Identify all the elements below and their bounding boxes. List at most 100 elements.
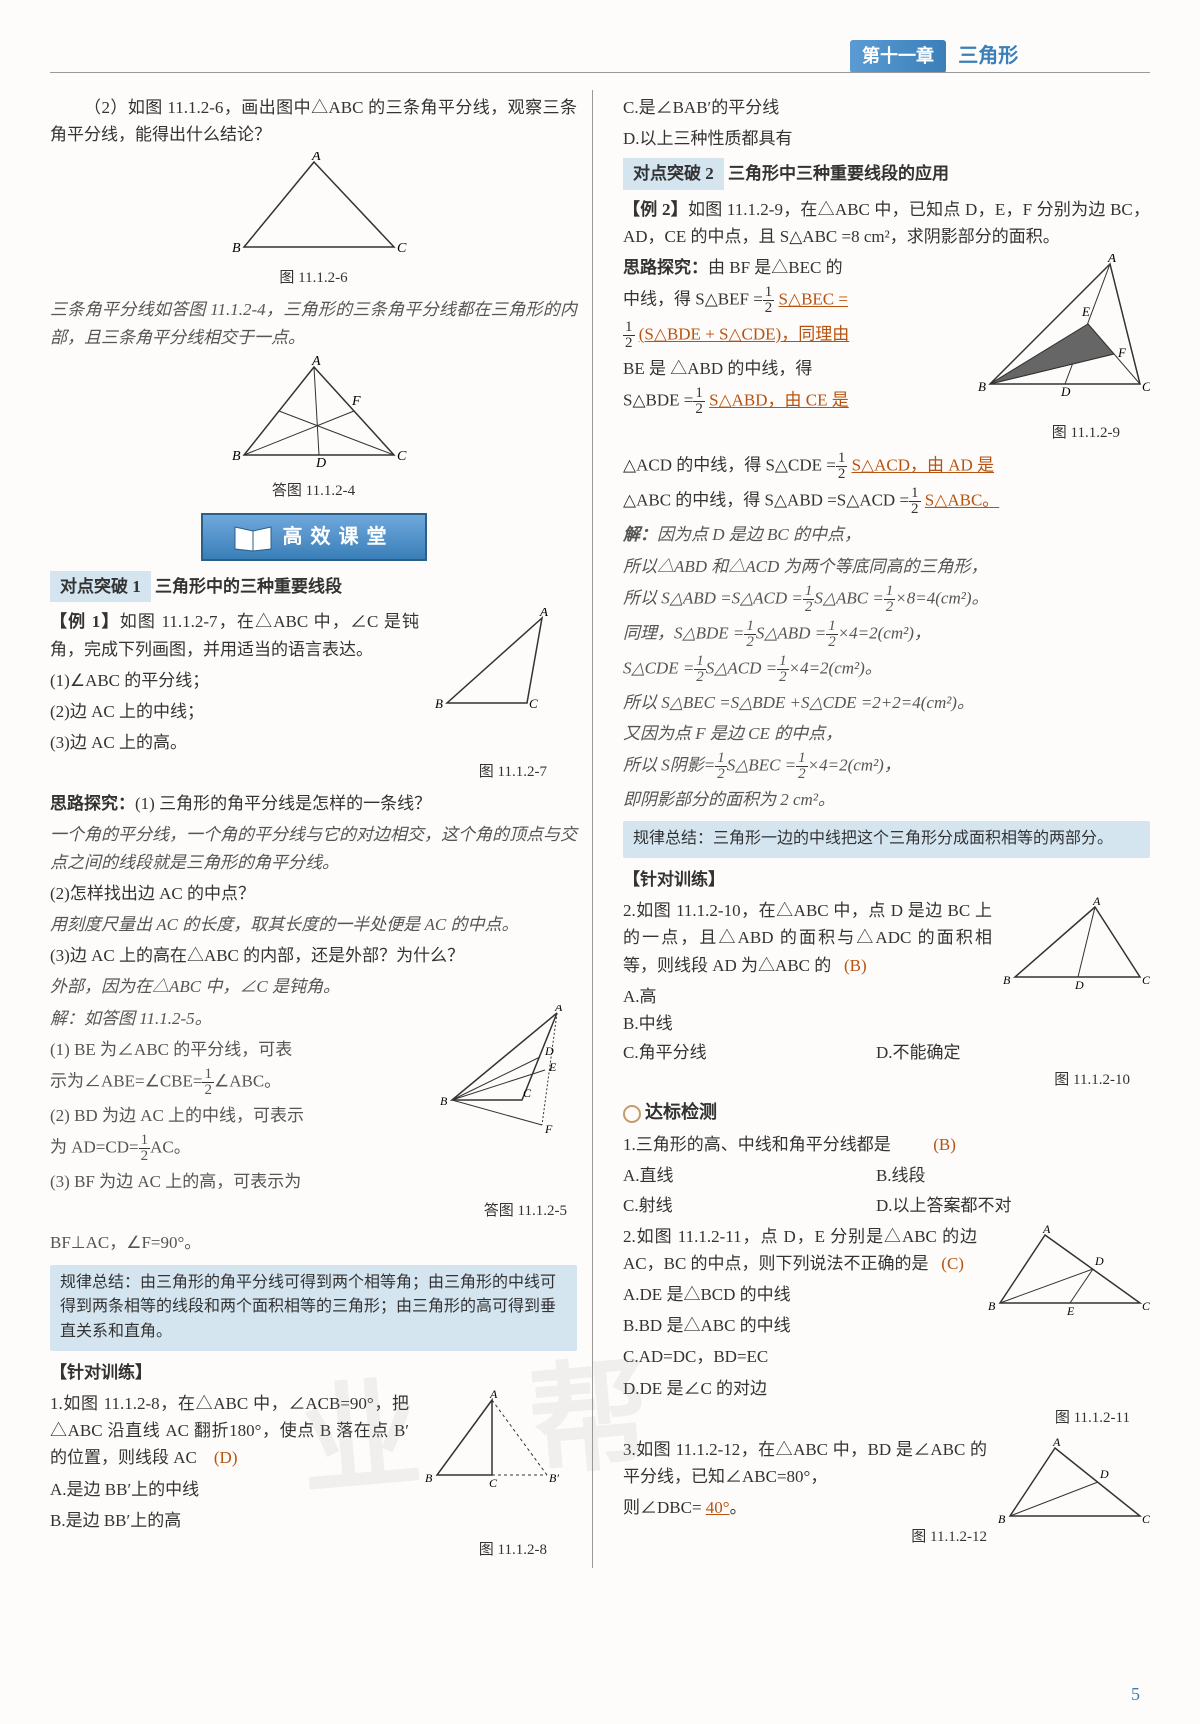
svg-text:C: C <box>1142 973 1150 987</box>
break2: 对点突破 2 三角形中三种重要线段的应用 <box>623 158 1150 189</box>
svg-text:A: A <box>554 1005 563 1014</box>
break1-label: 对点突破 1 <box>50 571 151 602</box>
svg-text:A: A <box>539 608 548 619</box>
ex2-sol-8: 所以 S阴影=12S△BEC =12×4=2(cm²)， <box>623 751 1150 782</box>
svg-text:B: B <box>232 449 241 464</box>
svg-text:D: D <box>1060 384 1071 399</box>
svg-text:C: C <box>397 449 407 464</box>
ex2-sol-2: 所以△ABD 和△ACD 为两个等底同高的三角形， <box>623 553 1150 580</box>
top-c: C.是∠BAB′的平分线 <box>623 94 1150 121</box>
svg-text:A: A <box>311 355 321 369</box>
ex2-sol-3: 所以 S△ABD =S△ACD =12S△ABC =12×8=4(cm²)。 <box>623 584 1150 615</box>
right-column: C.是∠BAB′的平分线 D.以上三种性质都具有 对点突破 2 三角形中三种重要… <box>613 90 1150 1568</box>
svg-text:D: D <box>1074 978 1084 992</box>
q1: 1.三角形的高、中线和角平分线都是 (B) <box>623 1131 1150 1158</box>
triangle-fig-8: A B C D E <box>985 1223 1150 1318</box>
svg-text:A: A <box>1107 254 1116 265</box>
train2-choices-cd: C.角平分线D.不能确定 <box>623 1039 1150 1066</box>
svg-text:F: F <box>544 1122 553 1136</box>
rule1-box: 规律总结：由三角形的角平分线可得到两个相等角；由三角形的中线可得到两条相等的线段… <box>50 1265 577 1351</box>
ex2-sol-6: 所以 S△BEC =S△BDE +S△CDE =2+2=4(cm²)。 <box>623 689 1150 716</box>
ex2-think-6: △ACD 的中线，得 S△CDE =12 S△ACD，由 AD 是 <box>623 451 1150 482</box>
fig4-caption: 答图 11.1.2-5 <box>50 1199 567 1223</box>
book-icon <box>233 523 273 553</box>
triangle-fig-7: A B C D <box>1000 897 1150 992</box>
page-number: 5 <box>1131 1680 1140 1709</box>
svg-text:F: F <box>351 394 361 409</box>
train1-b: B.是边 BB′上的高 <box>50 1507 577 1534</box>
triangle-fig-2: A B C D F <box>204 355 424 475</box>
fig5-caption: 图 11.1.2-8 <box>50 1538 547 1562</box>
svg-text:E: E <box>1066 1304 1075 1318</box>
left-column: （2）如图 11.1.2-6，画出图中△ABC 的三条角平分线，观察三条角平分线… <box>50 90 593 1568</box>
svg-text:E: E <box>548 1060 557 1074</box>
rule2-box: 规律总结：三角形一边的中线把这个三角形分成面积相等的两部分。 <box>623 821 1150 858</box>
svg-text:B: B <box>232 241 241 256</box>
svg-text:B: B <box>435 696 443 711</box>
svg-text:A: A <box>1092 897 1101 908</box>
ex2: 【例 2】如图 11.1.2-9，在△ABC 中，已知点 D，E，F 分别为边 … <box>623 196 1150 250</box>
svg-text:B: B <box>978 379 986 394</box>
svg-text:D: D <box>315 456 326 471</box>
train2-label: 【针对训练】 <box>623 866 1150 893</box>
svg-text:A: A <box>311 152 321 164</box>
svg-text:C: C <box>523 1086 532 1100</box>
fig7-caption: 图 11.1.2-10 <box>623 1068 1130 1092</box>
break2-title: 三角形中三种重要线段的应用 <box>728 164 949 183</box>
banner-text: 高效课堂 <box>201 513 427 561</box>
svg-text:C: C <box>489 1476 498 1490</box>
ex1-think-3: (3)边 AC 上的高在△ABC 的内部，还是外部？为什么？ <box>50 942 577 969</box>
ex2-sol-5: S△CDE =12S△ACD =12×4=2(cm²)。 <box>623 654 1150 685</box>
break1: 对点突破 1 三角形中的三种重要线段 <box>50 571 577 602</box>
triangle-fig-3: A B C <box>427 608 577 718</box>
ex1-sol-3: (3) BF 为边 AC 上的高，可表示为 <box>50 1168 577 1195</box>
svg-text:A: A <box>489 1390 498 1401</box>
triangle-fig-4: A B C D E F <box>437 1005 577 1140</box>
q1-cd: C.射线D.以上答案都不对 <box>623 1192 1150 1219</box>
ex1-think-1a: 一个角的平分线，一个角的平分线与它的对边相交，这个角的顶点与交点之间的线段就是三… <box>50 821 577 875</box>
ex1-3: (3)边 AC 上的高。 <box>50 729 577 756</box>
svg-text:B: B <box>425 1471 433 1485</box>
chapter-badge: 第十一章 <box>850 40 946 73</box>
fig2-caption: 答图 11.1.2-4 <box>50 479 577 503</box>
svg-text:C: C <box>1142 1299 1150 1313</box>
train-label: 【针对训练】 <box>50 1359 577 1386</box>
banner-gaoxiao: 高效课堂 <box>50 513 577 561</box>
svg-text:B: B <box>440 1094 448 1108</box>
fig8-caption: 图 11.1.2-11 <box>623 1406 1130 1430</box>
fig3-caption: 图 11.1.2-7 <box>50 760 547 784</box>
svg-text:B: B <box>988 1299 996 1313</box>
fig6-caption: 图 11.1.2-9 <box>623 421 1120 445</box>
ex2-think-7: △ABC 的中线，得 S△ABD =S△ACD =12 S△ABC。 <box>623 486 1150 517</box>
svg-text:D: D <box>1094 1254 1104 1268</box>
q2-d: D.DE 是∠C 的对边 <box>623 1375 1150 1402</box>
triangle-fig-5: A B C B′ <box>417 1390 577 1490</box>
svg-text:C: C <box>1142 379 1150 394</box>
content-columns: （2）如图 11.1.2-6，画出图中△ABC 的三条角平分线，观察三条角平分线… <box>50 90 1150 1568</box>
ex1-think-3a: 外部，因为在△ABC 中，∠C 是钝角。 <box>50 973 577 1000</box>
ans1a: 三条角平分线如答图 11.1.2-4，三角形的三条角平分线都在三角形的内部，且三… <box>50 296 577 350</box>
svg-text:C: C <box>529 696 538 711</box>
svg-text:D: D <box>1099 1467 1109 1481</box>
divider <box>50 72 1150 73</box>
svg-text:B: B <box>998 1512 1006 1526</box>
svg-text:D: D <box>544 1044 554 1058</box>
ex2-sol: 解：因为点 D 是边 BC 的中点， <box>623 521 1150 548</box>
chapter-header: 第十一章 三角形 <box>850 40 1150 73</box>
ex1-think-2: (2)怎样找出边 AC 的中点？ <box>50 880 577 907</box>
svg-text:C: C <box>397 241 407 256</box>
triangle-fig-6: A B C D E F <box>975 254 1150 404</box>
q1-ab: A.直线B.线段 <box>623 1162 1150 1189</box>
break1-title: 三角形中的三种重要线段 <box>155 577 342 596</box>
svg-text:B: B <box>1003 973 1011 987</box>
top-d: D.以上三种性质都具有 <box>623 125 1150 152</box>
break2-label: 对点突破 2 <box>623 158 724 189</box>
triangle-fig-9: A B C D <box>995 1436 1150 1531</box>
ex2-sol-7: 又因为点 F 是边 CE 的中点， <box>623 720 1150 747</box>
ex1-sol-3b: BF⊥AC，∠F=90°。 <box>50 1229 577 1256</box>
fig1-caption: 图 11.1.2-6 <box>50 266 577 290</box>
ex2-sol-4: 同理，S△BDE =12S△ABD =12×4=2(cm²)， <box>623 619 1150 650</box>
svg-text:C: C <box>1142 1512 1150 1526</box>
clock-icon <box>623 1105 641 1123</box>
triangle-fig-1: A B C <box>204 152 424 262</box>
